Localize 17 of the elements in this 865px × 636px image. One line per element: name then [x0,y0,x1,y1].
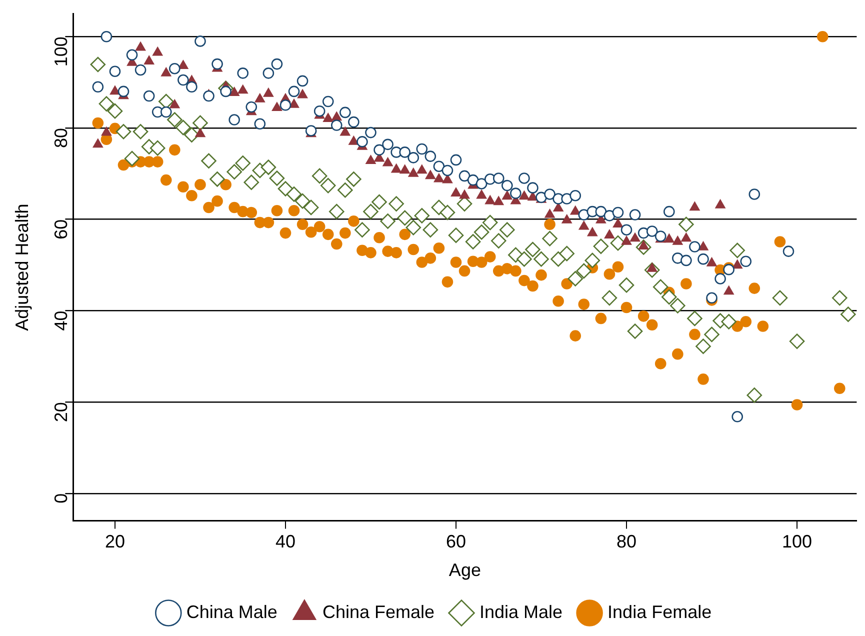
y-tick-label: 60 [51,219,72,240]
x-tick-label: 20 [104,532,125,552]
x-axis-title: Age [448,560,481,580]
y-tick-label: 20 [51,402,72,422]
x-tick-label: 80 [616,532,637,552]
legend-label: India Male [480,602,563,622]
y-tick-label: 80 [51,128,72,148]
x-tick-label: 40 [275,532,296,552]
y-tick-label: 100 [51,36,72,67]
x-tick-label: 100 [782,532,812,552]
legend-label: India Female [608,602,712,622]
y-tick-label: 40 [51,310,72,331]
x-tick-label: 60 [446,532,466,552]
y-axis-title: Adjusted Health [12,204,32,331]
legend-label: China Female [322,602,435,622]
legend-label: China Male [186,602,278,622]
y-tick-label: 0 [51,493,72,504]
